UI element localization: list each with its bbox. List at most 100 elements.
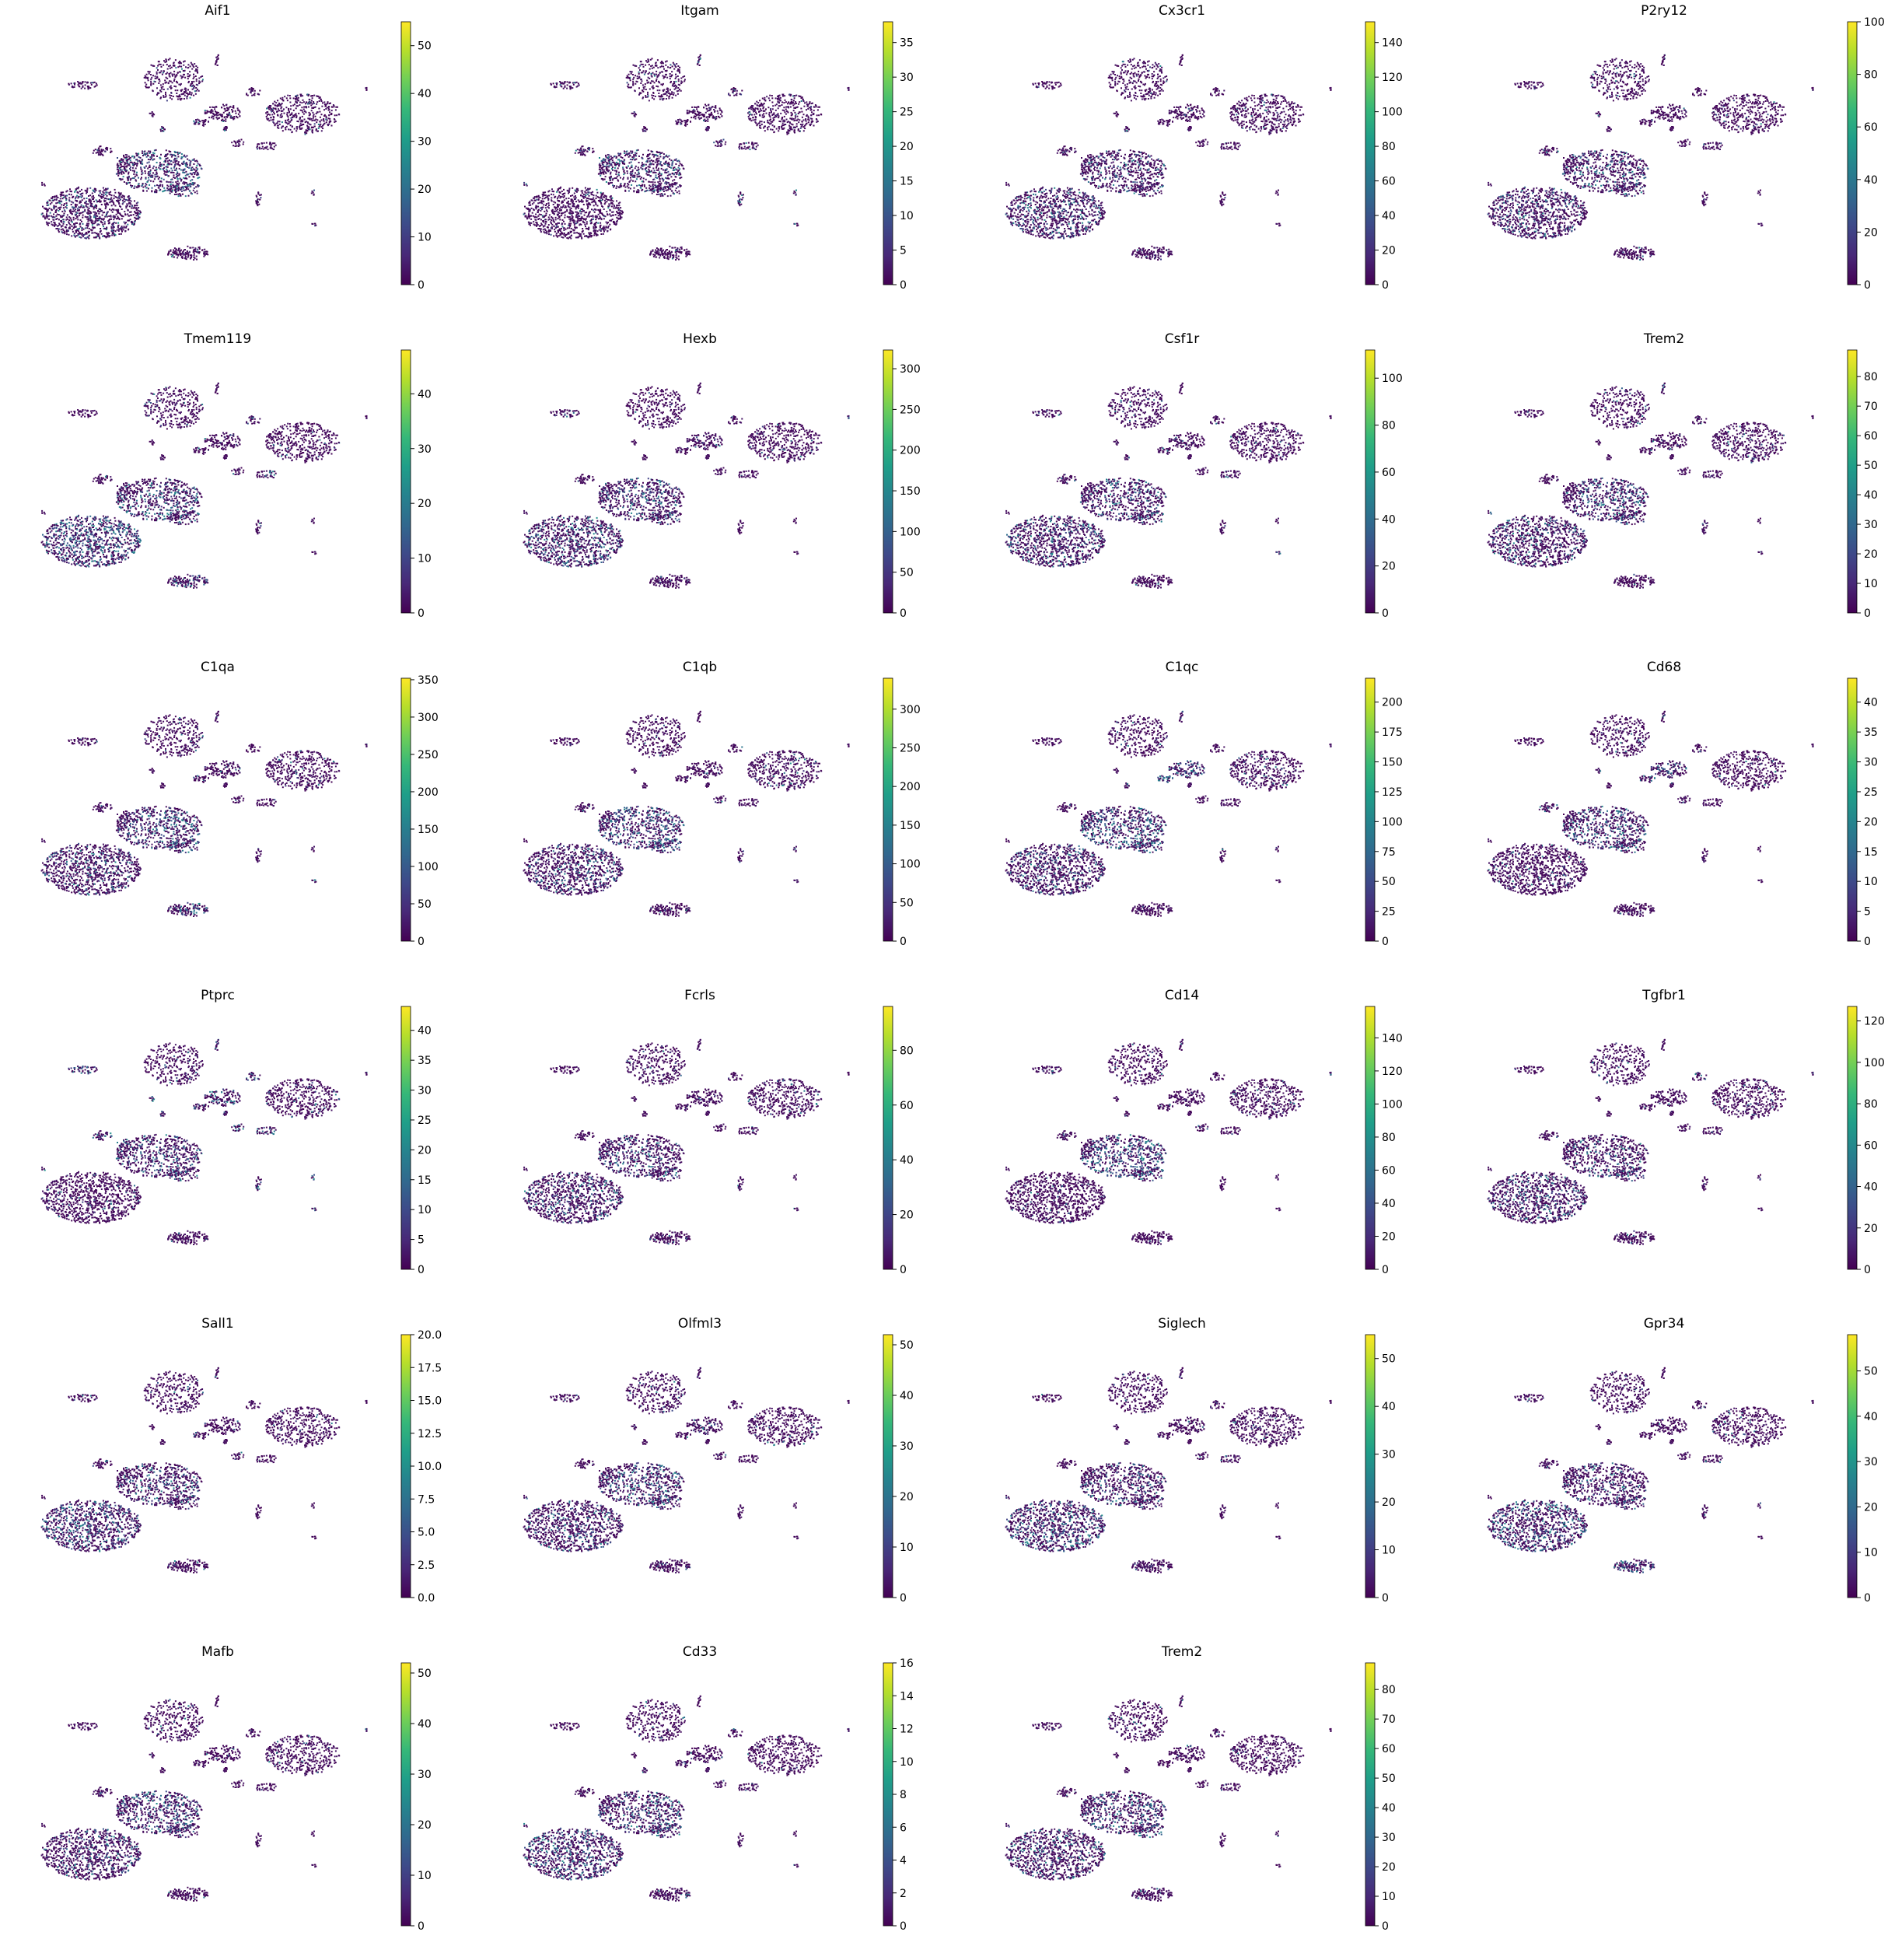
cell-point bbox=[233, 117, 234, 119]
cell-point bbox=[666, 98, 667, 100]
cell-point bbox=[277, 122, 278, 124]
cell-point bbox=[631, 152, 633, 154]
cell-point bbox=[145, 82, 146, 83]
cell-point bbox=[194, 159, 195, 160]
cell-point bbox=[539, 214, 540, 215]
cell-point bbox=[587, 205, 589, 206]
cell-point bbox=[159, 90, 161, 92]
cell-point bbox=[366, 89, 368, 91]
cell-point bbox=[287, 112, 288, 114]
cell-point bbox=[544, 232, 546, 233]
cell-point bbox=[129, 182, 131, 184]
cell-point bbox=[185, 187, 187, 188]
cell-point bbox=[644, 86, 645, 88]
cell-point bbox=[190, 163, 191, 164]
cell-point bbox=[652, 184, 654, 185]
cell-point bbox=[665, 177, 666, 179]
cell-point bbox=[532, 212, 533, 214]
cell-point bbox=[270, 117, 271, 118]
cell-point bbox=[61, 211, 63, 212]
cell-point bbox=[85, 81, 86, 82]
cell-point bbox=[179, 71, 180, 72]
cell-point bbox=[89, 87, 91, 89]
cell-point bbox=[99, 191, 100, 192]
cell-point bbox=[626, 151, 628, 152]
cell-point bbox=[301, 102, 302, 103]
cell-point bbox=[553, 235, 554, 236]
cell-point bbox=[650, 65, 652, 67]
cell-point bbox=[138, 210, 139, 212]
cell-point bbox=[672, 186, 673, 187]
cell-point bbox=[46, 208, 47, 210]
cell-point bbox=[257, 198, 259, 200]
cell-point bbox=[795, 107, 796, 108]
cell-point bbox=[177, 89, 178, 91]
cell-point bbox=[170, 185, 172, 187]
cell-point bbox=[198, 124, 199, 125]
cell-point bbox=[318, 128, 320, 129]
cell-point bbox=[802, 126, 804, 128]
cell-point bbox=[191, 83, 192, 85]
cell-point bbox=[181, 68, 183, 70]
cell-point bbox=[204, 249, 205, 250]
cell-point bbox=[665, 65, 666, 66]
cell-point bbox=[618, 215, 620, 216]
cell-point bbox=[631, 173, 633, 174]
cell-point bbox=[778, 105, 780, 107]
cell-point bbox=[647, 160, 649, 162]
cell-point bbox=[127, 213, 128, 215]
cell-point bbox=[806, 121, 807, 122]
cell-point bbox=[664, 186, 666, 187]
cell-point bbox=[166, 64, 168, 65]
cell-point bbox=[75, 214, 76, 215]
cell-point bbox=[650, 186, 652, 187]
cell-point bbox=[669, 155, 670, 156]
cell-point bbox=[190, 65, 191, 67]
cell-point bbox=[60, 198, 61, 200]
cell-point bbox=[773, 114, 774, 115]
cell-point bbox=[536, 199, 537, 201]
cell-point bbox=[558, 226, 559, 228]
cell-point bbox=[193, 74, 194, 75]
cell-point bbox=[660, 187, 662, 188]
cell-point bbox=[794, 97, 795, 99]
cell-point bbox=[270, 145, 271, 147]
cell-point bbox=[624, 191, 626, 192]
cell-point bbox=[583, 194, 585, 195]
cell-point bbox=[667, 66, 669, 68]
cell-point bbox=[590, 192, 592, 194]
cell-point bbox=[597, 222, 599, 224]
cell-point bbox=[310, 105, 312, 107]
cell-point bbox=[58, 210, 59, 212]
cell-point bbox=[134, 156, 135, 158]
cell-point bbox=[617, 173, 619, 175]
cell-point bbox=[159, 162, 161, 163]
cell-point bbox=[177, 257, 178, 258]
cell-point bbox=[670, 167, 672, 169]
cell-point bbox=[79, 201, 81, 202]
cell-point bbox=[148, 188, 149, 190]
cell-point bbox=[86, 192, 87, 194]
cell-point bbox=[758, 111, 760, 113]
cell-point bbox=[80, 237, 82, 239]
cell-point bbox=[57, 214, 58, 215]
cell-point bbox=[156, 76, 158, 78]
cell-point bbox=[191, 166, 193, 168]
cell-point bbox=[645, 164, 647, 166]
cell-point bbox=[259, 199, 260, 201]
cell-point bbox=[537, 206, 539, 208]
cell-point bbox=[539, 218, 540, 219]
cell-point bbox=[77, 208, 79, 210]
cell-point bbox=[117, 198, 119, 199]
cell-point bbox=[657, 59, 659, 61]
cell-point bbox=[193, 95, 194, 96]
cell-point bbox=[165, 82, 166, 83]
cell-point bbox=[806, 114, 808, 116]
cell-point bbox=[118, 165, 120, 166]
cell-point bbox=[166, 100, 168, 101]
cell-point bbox=[670, 195, 672, 197]
cell-point bbox=[190, 186, 191, 187]
cell-point bbox=[659, 194, 661, 195]
cell-point bbox=[125, 207, 127, 208]
cell-point bbox=[537, 212, 538, 213]
